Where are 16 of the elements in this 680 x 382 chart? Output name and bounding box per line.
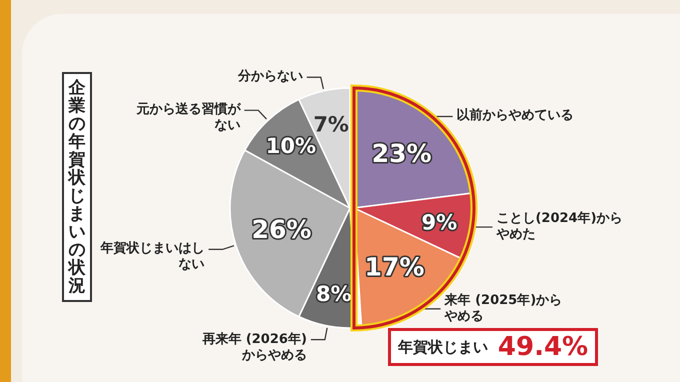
slice-label: 元から送る習慣がない xyxy=(135,102,240,134)
data-label: 8% xyxy=(316,282,352,306)
slice-label: 以前からやめている xyxy=(456,108,575,124)
slice-label: 来年 (2025年)からやめる xyxy=(444,292,564,325)
slice-label: 年賀状じまいはしない xyxy=(99,241,205,274)
data-label: 7% xyxy=(313,112,349,137)
text: 年賀状じまい 49.4% xyxy=(398,332,588,362)
slice-label: 分からない xyxy=(236,69,303,86)
slice-label: ことし(2024年)からやめた xyxy=(496,211,624,244)
data-label: 17% xyxy=(364,252,424,282)
slice-label: 再来年 (2026年)からやめる xyxy=(201,332,307,364)
data-label: 23% xyxy=(372,138,432,168)
data-label: 10% xyxy=(266,134,316,158)
chart-title: 企業の年賀状じまいの状況 xyxy=(68,78,86,296)
data-label: 26% xyxy=(252,215,312,244)
data-label: 9% xyxy=(422,210,458,235)
